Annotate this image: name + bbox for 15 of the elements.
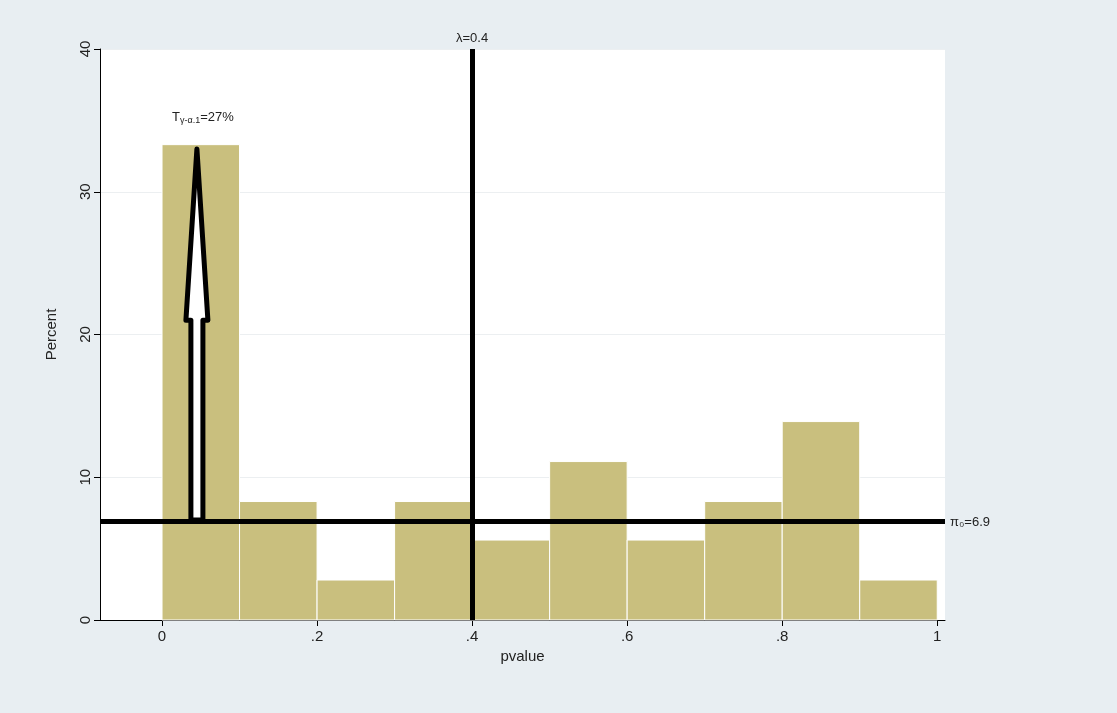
y-tick-label: 20 [76, 326, 93, 343]
x-tick-label: 1 [933, 627, 942, 644]
y-tick-label: 10 [76, 468, 93, 486]
x-tick-label: .4 [465, 627, 479, 644]
y-tick-label: 30 [76, 183, 93, 201]
ref-line-label: λ=0.4 [456, 30, 489, 45]
x-tick-label: .8 [775, 627, 789, 644]
y-tick-label: 0 [76, 615, 93, 625]
x-tick-label: 0 [157, 627, 167, 644]
y-axis-title: Percent [42, 307, 59, 361]
x-axis-title: pvalue [500, 646, 545, 664]
y-tick-label: 40 [76, 40, 93, 58]
x-tick-label: .2 [310, 627, 324, 644]
x-tick-label: .6 [620, 627, 634, 644]
ref-line-label: π₀=6.9 [950, 514, 991, 529]
